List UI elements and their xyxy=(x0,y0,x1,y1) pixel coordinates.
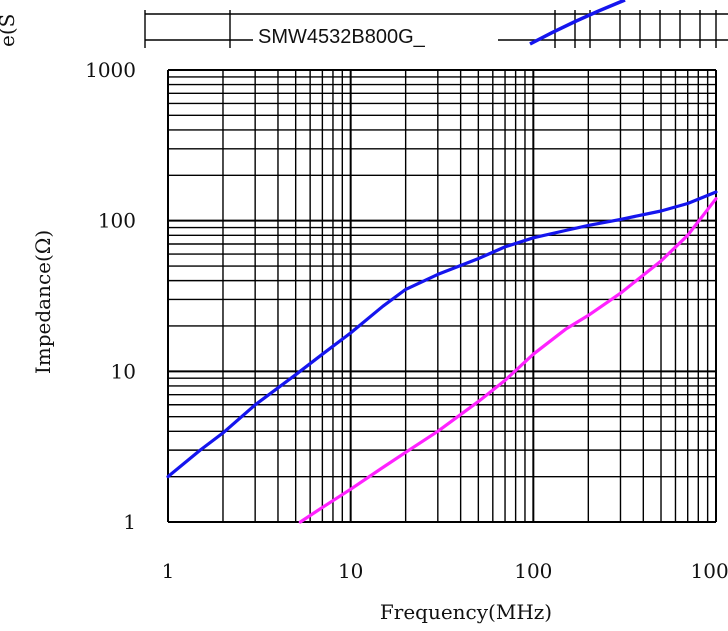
y-tick-label: 1 xyxy=(123,510,136,534)
impedance-curve-1 xyxy=(166,190,718,479)
fragment-curve xyxy=(529,0,626,46)
cropped-y-axis-label-fragment: e(S xyxy=(0,14,19,47)
x-tick-label: 1 xyxy=(162,559,175,583)
y-axis-title: Impedance(Ω) xyxy=(31,230,55,374)
x-tick-label: 1000 xyxy=(691,559,728,583)
chart-title-box xyxy=(253,22,498,50)
y-tick-label: 10 xyxy=(111,359,136,383)
chart-title: SMW4532B800G_ xyxy=(258,26,426,48)
chart-grid xyxy=(167,69,717,523)
y-tick-label: 1000 xyxy=(85,58,136,82)
impedance-curve-2 xyxy=(298,197,718,524)
x-tick-label: 10 xyxy=(338,559,363,583)
chart-series xyxy=(166,190,718,524)
x-tick-label: 100 xyxy=(514,559,552,583)
y-tick-label: 100 xyxy=(98,209,136,233)
x-axis-title: Frequency(MHz) xyxy=(380,600,552,624)
tick-labels: 1 10 100 1000 1000 100 10 1 xyxy=(85,58,728,583)
